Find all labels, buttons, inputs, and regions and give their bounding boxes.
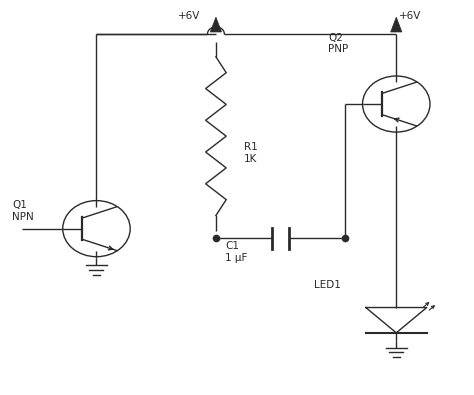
Text: +6V: +6V — [178, 11, 201, 21]
Polygon shape — [391, 17, 402, 32]
Text: R1
1K: R1 1K — [244, 142, 258, 164]
Text: C1
1 μF: C1 1 μF — [225, 241, 247, 263]
Text: LED1: LED1 — [314, 280, 341, 290]
Polygon shape — [210, 17, 221, 32]
Text: Q2
PNP: Q2 PNP — [328, 33, 348, 55]
Text: Q1
NPN: Q1 NPN — [12, 200, 34, 222]
Text: +6V: +6V — [399, 11, 421, 21]
